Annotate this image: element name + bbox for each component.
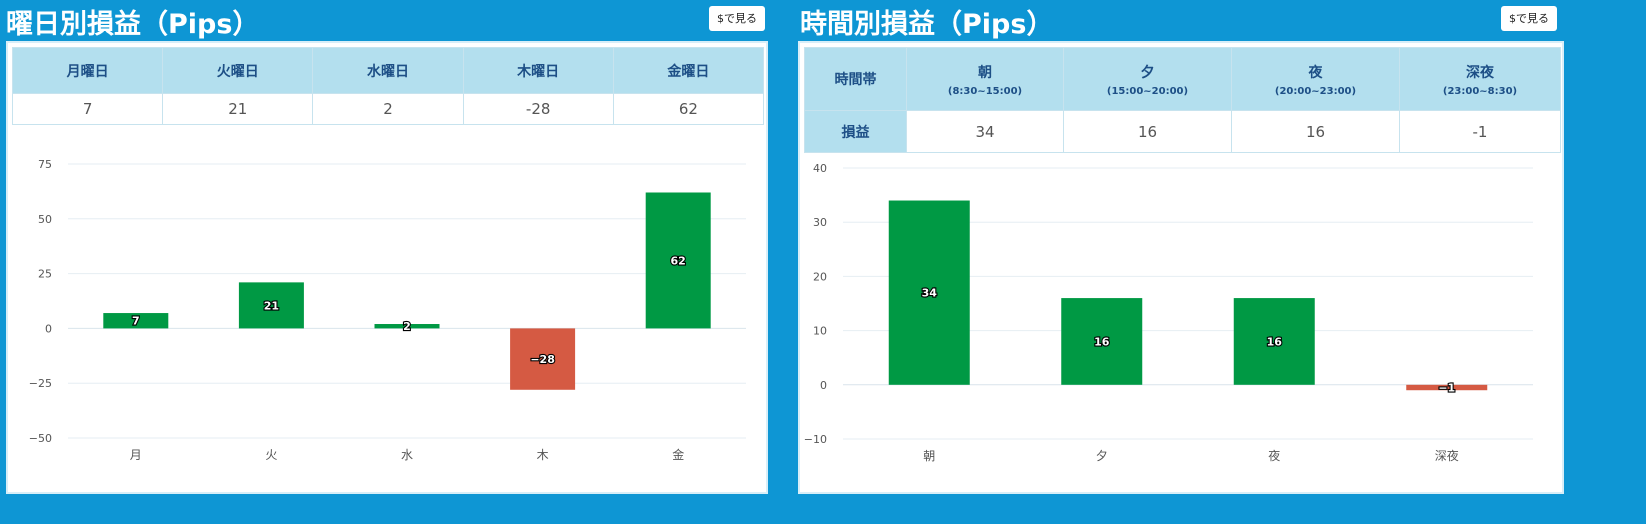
hourly-chart-bar <box>1406 384 1488 391</box>
hourly-chart-y-tick-label: 40 <box>813 162 827 175</box>
hourly-chart-data-label: 16 <box>1267 335 1283 348</box>
hourly-header-night-label: 夜 <box>1308 64 1323 81</box>
hourly-header-night: 夜 (20:00~23:00) <box>1231 47 1400 111</box>
hourly-panel: 時間別損益（Pips） $で見る 時間帯 朝 (8:30~15:00) 夕 (15:… <box>794 0 1646 524</box>
weekday-chart-y-tick-label: 0 <box>45 322 52 335</box>
weekday-header-row: 月曜日 火曜日 水曜日 木曜日 金曜日 <box>11 47 765 94</box>
hourly-chart-x-tick-label: 夕 <box>1096 449 1108 463</box>
weekday-stats-table: 月曜日 火曜日 水曜日 木曜日 金曜日 7 21 2 -28 62 <box>11 47 765 125</box>
hourly-header-evening-range: (15:00~20:00) <box>1106 85 1189 97</box>
hourly-chart-data-label: −1 <box>1438 382 1455 395</box>
weekday-value-row: 7 21 2 -28 62 <box>11 93 765 125</box>
weekday-value-thu: -28 <box>462 93 614 125</box>
weekday-header-mon: 月曜日 <box>11 47 164 94</box>
hourly-chart-y-tick-label: 0 <box>820 379 827 392</box>
weekday-header-tue: 火曜日 <box>162 47 314 94</box>
hourly-panel-title: 時間別損益（Pips） <box>800 9 1054 40</box>
weekday-chart-x-tick-label: 木 <box>537 448 549 462</box>
weekday-chart-y-tick-label: 75 <box>38 158 52 171</box>
weekday-chart-data-label: 7 <box>132 315 140 328</box>
weekday-chart-x-tick-label: 金 <box>672 447 684 462</box>
hourly-value-latenight: -1 <box>1399 110 1561 153</box>
hourly-chart-data-label: 16 <box>1094 335 1110 348</box>
hourly-corner-label: 時間帯 <box>804 47 907 111</box>
weekday-value-tue: 21 <box>162 93 314 125</box>
weekday-chart-bar <box>374 324 440 329</box>
hourly-stats-table: 時間帯 朝 (8:30~15:00) 夕 (15:00~20:00) 夜 (20:00… <box>804 47 1561 153</box>
hourly-chart-y-tick-label: 20 <box>813 270 827 283</box>
hourly-header-latenight: 深夜 (23:00~8:30) <box>1399 47 1561 111</box>
weekday-header-fri: 金曜日 <box>612 47 765 94</box>
weekday-panel: 曜日別損益（Pips） $で見る 月曜日 火曜日 水曜日 木曜日 金曜日 7 2… <box>0 0 786 524</box>
hourly-chart-x-tick-label: 深夜 <box>1435 448 1459 463</box>
hourly-bar-chart: −10 0 10 20 30 40 34 朝 16 夕 16 夜 −1 深夜 <box>804 162 1533 463</box>
hourly-header-row: 時間帯 朝 (8:30~15:00) 夕 (15:00~20:00) 夜 (20:00… <box>804 47 1561 111</box>
hourly-chart-data-label: 34 <box>922 287 938 300</box>
weekday-chart-bar <box>645 192 711 329</box>
weekday-chart-data-label: 21 <box>264 299 279 312</box>
weekday-header-wed: 水曜日 <box>312 47 464 94</box>
weekday-chart-bar <box>238 282 304 329</box>
hourly-card: 時間帯 朝 (8:30~15:00) 夕 (15:00~20:00) 夜 (20:00… <box>798 41 1564 494</box>
hourly-header-latenight-range: (23:00~8:30) <box>1442 85 1518 97</box>
hourly-chart-bar <box>888 200 970 385</box>
weekday-chart-y-tick-label: 50 <box>38 213 52 226</box>
weekday-bar-chart: −50 −25 0 25 50 75 7 月 21 火 2 水 −28 木 62 金 <box>29 158 746 462</box>
weekday-panel-title: 曜日別損益（Pips） <box>6 9 260 40</box>
hourly-chart-y-tick-label: −10 <box>804 433 827 446</box>
hourly-chart-x-tick-label: 夜 <box>1268 448 1280 463</box>
weekday-chart-y-tick-label: 25 <box>38 268 52 281</box>
weekday-usd-button[interactable]: $で見る <box>709 6 765 31</box>
weekday-chart-x-tick-label: 火 <box>265 448 277 462</box>
weekday-chart-x-tick-label: 月 <box>130 448 142 462</box>
hourly-value-night: 16 <box>1231 110 1400 153</box>
weekday-value-fri: 62 <box>612 93 765 125</box>
weekday-chart-bar <box>103 313 169 329</box>
hourly-header-night-range: (20:00~23:00) <box>1274 85 1357 97</box>
hourly-header-evening-label: 夕 <box>1140 64 1155 81</box>
hourly-chart-x-tick-label: 朝 <box>923 449 935 463</box>
hourly-header-evening: 夕 (15:00~20:00) <box>1063 47 1232 111</box>
hourly-header-latenight-label: 深夜 <box>1466 64 1494 81</box>
weekday-chart-data-label: −28 <box>530 353 555 366</box>
hourly-usd-button[interactable]: $で見る <box>1501 6 1557 31</box>
hourly-value-morning: 34 <box>906 110 1064 153</box>
hourly-row-label: 損益 <box>804 110 907 153</box>
hourly-chart-y-tick-label: 30 <box>813 216 827 229</box>
weekday-chart-x-tick-label: 水 <box>401 448 413 462</box>
hourly-header-morning-label: 朝 <box>978 64 992 81</box>
weekday-chart-data-label: 62 <box>671 254 686 267</box>
weekday-chart-y-tick-label: −50 <box>29 432 52 445</box>
hourly-header-morning: 朝 (8:30~15:00) <box>906 47 1064 111</box>
hourly-chart-y-tick-label: 10 <box>813 325 827 338</box>
weekday-value-mon: 7 <box>11 93 164 125</box>
weekday-chart-data-label: 2 <box>403 320 411 333</box>
hourly-chart-bar <box>1233 298 1315 385</box>
weekday-chart-bar <box>510 328 576 390</box>
weekday-chart-y-tick-label: −25 <box>29 377 52 390</box>
hourly-chart-bar <box>1061 298 1143 385</box>
hourly-value-row: 損益 34 16 16 -1 <box>804 110 1561 153</box>
weekday-header-thu: 木曜日 <box>462 47 614 94</box>
hourly-header-morning-range: (8:30~15:00) <box>947 85 1023 97</box>
weekday-card: 月曜日 火曜日 水曜日 木曜日 金曜日 7 21 2 -28 62 −50 −25… <box>6 41 768 494</box>
weekday-value-wed: 2 <box>312 93 464 125</box>
hourly-value-evening: 16 <box>1063 110 1232 153</box>
